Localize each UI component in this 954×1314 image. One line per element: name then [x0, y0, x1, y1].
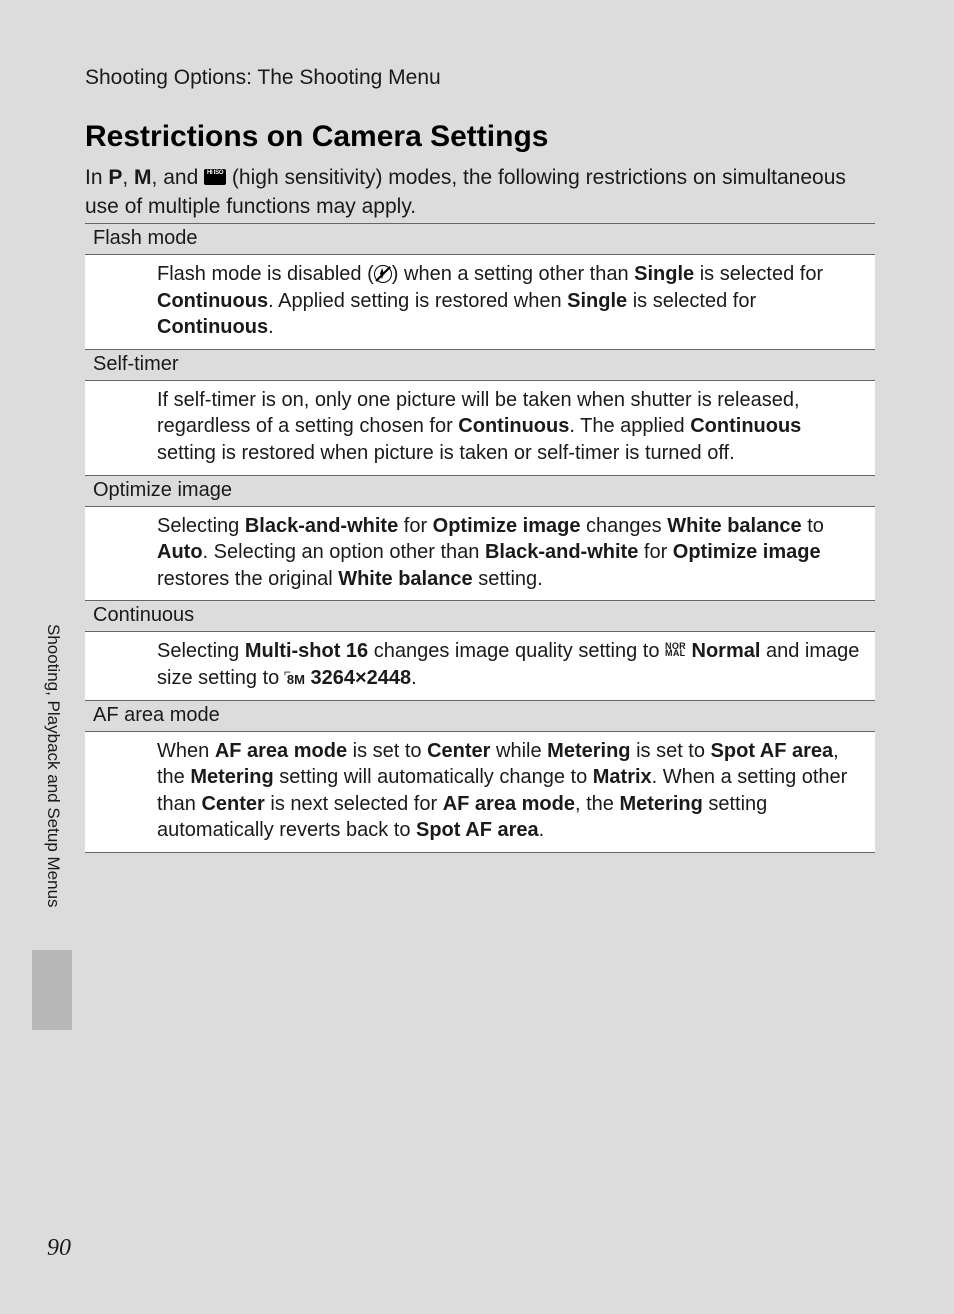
intro-text: , — [122, 166, 134, 189]
bold: Black-and-white — [245, 515, 398, 537]
flash-off-icon — [374, 265, 392, 283]
text: is selected for — [694, 263, 823, 285]
intro-paragraph: In P, M, and (high sensitivity) modes, t… — [85, 163, 875, 222]
bold: AF area mode — [443, 793, 575, 815]
text: is set to — [631, 740, 711, 762]
text: When — [157, 740, 215, 762]
bold: Continuous — [458, 415, 569, 437]
row-body-afarea: When AF area mode is set to Center while… — [85, 732, 875, 853]
text: is next selected for — [265, 793, 443, 815]
text: for — [638, 541, 672, 563]
row-body-flash: Flash mode is disabled ( ) when a setting… — [85, 255, 875, 350]
row-head-flash: Flash mode — [85, 224, 875, 255]
row-head-selftimer: Self-timer — [85, 350, 875, 381]
text: is set to — [347, 740, 427, 762]
intro-mode-p: P — [108, 166, 122, 189]
text: is selected for — [627, 290, 756, 312]
text: Flash mode is disabled ( — [157, 263, 374, 285]
text: changes — [580, 515, 667, 537]
bold: Optimize image — [433, 515, 581, 537]
bold: Spot AF area — [416, 819, 539, 841]
text: restores the original — [157, 568, 338, 590]
row-head-afarea: AF area mode — [85, 701, 875, 732]
restrictions-table: Flash mode Flash mode is disabled ( ) whe… — [85, 223, 875, 853]
text: setting. — [473, 568, 543, 590]
side-tab — [32, 950, 72, 1030]
bold: Spot AF area — [711, 740, 834, 762]
bold: AF area mode — [215, 740, 347, 762]
text: . Selecting an option other than — [203, 541, 485, 563]
page-title: Restrictions on Camera Settings — [85, 120, 548, 154]
row-body-continuous: Selecting Multi-shot 16 changes image qu… — [85, 632, 875, 700]
text: . Applied setting is restored when — [268, 290, 567, 312]
text: Selecting — [157, 515, 245, 537]
bold: Metering — [547, 740, 630, 762]
bold: 3264×2448 — [310, 667, 411, 689]
side-section-label: Shooting, Playback and Setup Menus — [39, 624, 63, 944]
normal-quality-icon: NORMAL — [665, 643, 686, 658]
intro-mode-m: M — [134, 166, 152, 189]
section-header: Shooting Options: The Shooting Menu — [85, 66, 441, 90]
text: . — [411, 667, 417, 689]
text: setting is restored when picture is take… — [157, 442, 735, 464]
bold: Continuous — [690, 415, 801, 437]
bold: Normal — [692, 640, 761, 662]
bold: Optimize image — [673, 541, 821, 563]
bold: Single — [567, 290, 627, 312]
row-head-optimize: Optimize image — [85, 476, 875, 507]
bold: White balance — [338, 568, 472, 590]
text: , the — [575, 793, 619, 815]
text: setting will automatically change to — [274, 766, 593, 788]
text: . — [539, 819, 545, 841]
image-size-icon: 8M — [285, 671, 305, 688]
page-number: 90 — [47, 1235, 71, 1262]
text: ) when a setting other than — [392, 263, 634, 285]
bold: Continuous — [157, 316, 268, 338]
row-head-continuous: Continuous — [85, 601, 875, 632]
text: Selecting — [157, 640, 245, 662]
bold: Continuous — [157, 290, 268, 312]
row-body-optimize: Selecting Black-and-white for Optimize i… — [85, 507, 875, 602]
bold: Metering — [619, 793, 702, 815]
text: while — [490, 740, 547, 762]
text: . The applied — [569, 415, 690, 437]
bold: Multi-shot 16 — [245, 640, 368, 662]
bold: Center — [201, 793, 264, 815]
text: for — [398, 515, 432, 537]
bold: Black-and-white — [485, 541, 638, 563]
bold: White balance — [667, 515, 801, 537]
bold: Center — [427, 740, 490, 762]
text: changes image quality setting to — [368, 640, 665, 662]
intro-text: In — [85, 166, 108, 189]
hi-iso-icon — [204, 169, 226, 185]
bold: Matrix — [593, 766, 652, 788]
bold: Metering — [190, 766, 273, 788]
bold: Single — [634, 263, 694, 285]
row-body-selftimer: If self-timer is on, only one picture wi… — [85, 381, 875, 476]
intro-text: , and — [152, 166, 205, 189]
bold: Auto — [157, 541, 203, 563]
text: to — [802, 515, 824, 537]
text: . — [268, 316, 274, 338]
